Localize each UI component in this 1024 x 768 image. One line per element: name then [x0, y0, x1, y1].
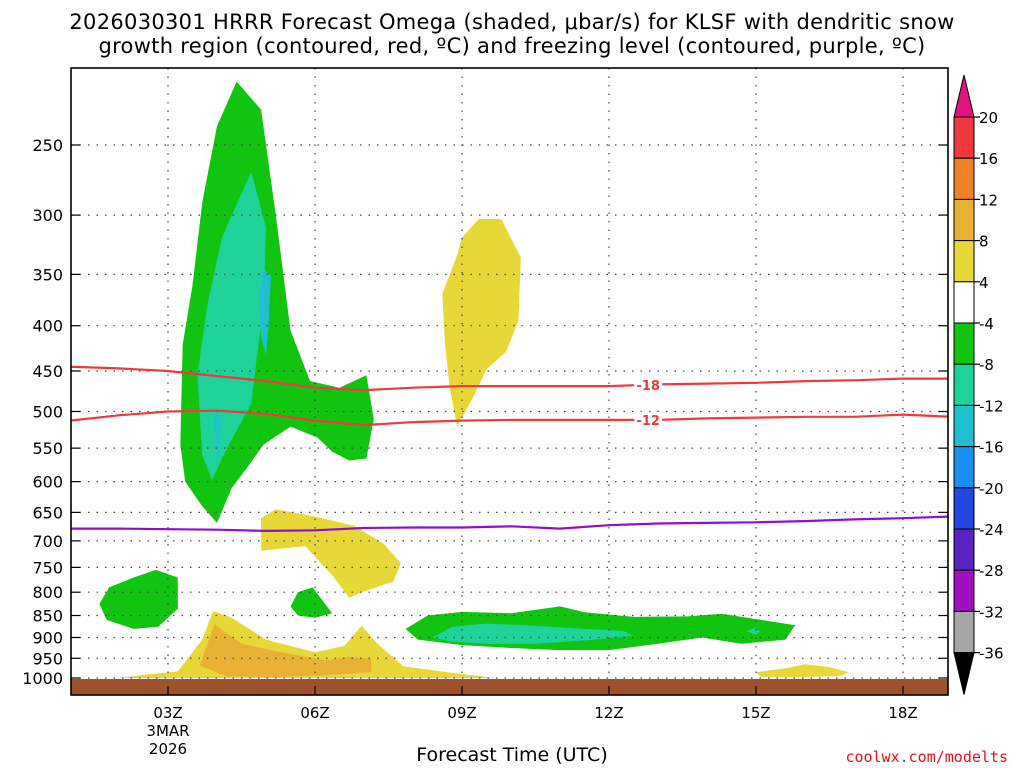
credit-link[interactable]: coolwx.com/modelts [845, 748, 1008, 766]
xtick-sub1-03Z: 3MAR [146, 722, 189, 740]
ytick-label-750: 750 [32, 558, 63, 577]
colorbar-box-6 [953, 363, 975, 406]
colorbar-label-3: 8 [979, 233, 989, 251]
colorbar-label-11: -28 [979, 562, 1004, 580]
ytick-label-950: 950 [32, 649, 63, 668]
colorbar-label-0: 20 [979, 109, 998, 127]
omega-region-12 [199, 624, 372, 678]
ytick-label-800: 800 [32, 583, 63, 602]
ytick-label-700: 700 [32, 532, 63, 551]
ytick-label-550: 550 [32, 439, 63, 458]
colorbar: 20 16 12 8 4 -4 -8 -12 -16 -20 -24 -28 -32 -36 [953, 74, 1004, 695]
omega-region-9 [442, 218, 521, 427]
colorbar-label-2: 12 [979, 191, 998, 209]
chart-title-line-1: 2026030301 HRRR Forecast Omega (shaded, … [69, 10, 955, 34]
contour-1 [71, 409, 948, 427]
colorbar-box-3 [953, 240, 975, 283]
ytick-label-350: 350 [32, 265, 63, 284]
ytick-label-450: 450 [32, 362, 63, 381]
contour-label-0: -18 [636, 379, 660, 394]
colorbar-label-7: -12 [979, 397, 1004, 415]
colorbar-box-7 [953, 404, 975, 448]
plot-frame [70, 67, 949, 696]
omega-region-8 [746, 628, 761, 635]
contour-label-bg-1 [634, 411, 663, 428]
colorbar-under-triangle [953, 652, 975, 695]
ytick-label-500: 500 [32, 403, 63, 422]
colorbar-box-8 [953, 446, 975, 489]
temperature-contours [71, 365, 948, 533]
omega-shading [99, 81, 850, 678]
ytick-label-1000: 1000 [22, 669, 63, 688]
ytick-label-850: 850 [32, 607, 63, 626]
terrain-band [71, 679, 948, 695]
omega-region-1 [197, 171, 266, 481]
colorbar-box-0 [953, 116, 975, 159]
ytick-label-300: 300 [32, 206, 63, 225]
xtick-label-18Z: 18Z [888, 704, 917, 722]
xtick-sub2-03Z: 2026 [149, 740, 187, 758]
omega-region-2 [258, 268, 271, 356]
colorbar-box-5 [953, 322, 975, 365]
colorbar-over-triangle [953, 74, 975, 118]
xtick-label-15Z: 15Z [741, 704, 770, 722]
x-axis-label: Forecast Time (UTC) [416, 744, 608, 766]
contour-label-bg-0 [634, 376, 663, 393]
omega-region-13 [756, 664, 850, 678]
colorbar-label-6: -8 [979, 356, 994, 374]
ytick-label-250: 250 [32, 136, 63, 155]
omega-region-4 [99, 569, 178, 629]
colorbar-box-4 [953, 281, 975, 324]
colorbar-box-11 [953, 569, 975, 612]
colorbar-label-4: 4 [979, 274, 989, 292]
colorbar-box-9 [953, 487, 975, 530]
contour-0 [71, 365, 948, 392]
colorbar-box-2 [953, 198, 975, 242]
omega-region-3 [214, 410, 221, 457]
ytick-label-400: 400 [32, 317, 63, 336]
xtick-label-12Z: 12Z [594, 704, 623, 722]
colorbar-label-9: -20 [979, 480, 1004, 498]
contour-labels: -18 -12 [634, 376, 663, 429]
omega-region-5 [290, 587, 333, 618]
contour-2 [71, 515, 948, 533]
xtick-label-09Z: 09Z [447, 704, 476, 722]
colorbar-box-10 [953, 528, 975, 571]
colorbar-label-8: -16 [979, 439, 1004, 457]
contour-label-1: -12 [636, 414, 660, 429]
xtick-label-03Z: 03Z [153, 704, 182, 722]
pressure-axis: 250 300 350 400 450 500 550 600 650 700 750 800 850 9… [22, 136, 948, 688]
colorbar-box-12 [953, 610, 975, 654]
colorbar-label-5: -4 [979, 315, 994, 333]
colorbar-label-12: -32 [979, 603, 1004, 621]
colorbar-box-1 [953, 157, 975, 200]
omega-region-7 [432, 623, 634, 644]
chart-title-line-2: growth region (contoured, red, ºC) and f… [98, 34, 926, 58]
xtick-label-06Z: 06Z [300, 704, 329, 722]
colorbar-label-1: 16 [979, 150, 998, 168]
omega-region-10 [261, 509, 401, 598]
colorbar-label-13: -36 [979, 645, 1004, 663]
ytick-label-650: 650 [32, 503, 63, 522]
ytick-label-900: 900 [32, 628, 63, 647]
colorbar-label-10: -24 [979, 521, 1004, 539]
ytick-label-600: 600 [32, 473, 63, 492]
